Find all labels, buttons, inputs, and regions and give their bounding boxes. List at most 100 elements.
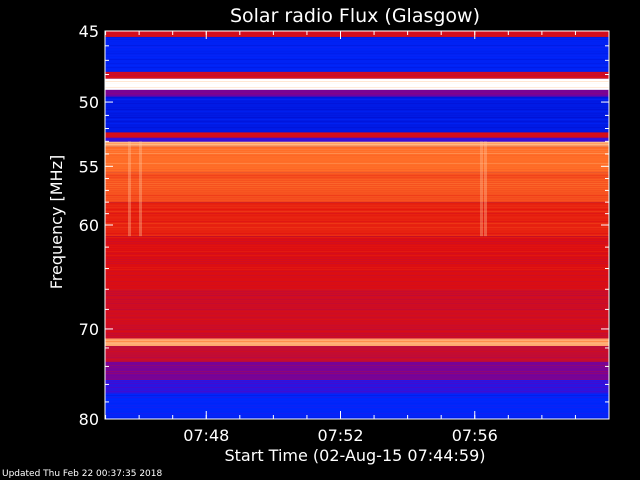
texture-line: [105, 195, 609, 196]
texture-line: [105, 213, 609, 214]
texture-line: [105, 217, 609, 218]
texture-line: [105, 99, 609, 100]
texture-line: [105, 297, 609, 298]
texture-line: [105, 299, 609, 300]
texture-line: [105, 263, 609, 264]
texture-line: [105, 275, 609, 276]
texture-line: [105, 329, 609, 330]
x-tick-label: 07:48: [183, 426, 229, 445]
texture-line: [105, 235, 609, 236]
texture-line: [105, 233, 609, 234]
texture-line: [105, 167, 609, 168]
texture-line: [105, 97, 609, 98]
texture-line: [105, 239, 609, 240]
texture-line: [105, 337, 609, 338]
texture-line: [105, 335, 609, 336]
texture-line: [105, 347, 609, 348]
texture-line: [105, 129, 609, 130]
texture-line: [105, 267, 609, 268]
texture-line: [105, 417, 609, 418]
texture-line: [105, 277, 609, 278]
texture-line: [105, 289, 609, 290]
texture-line: [105, 45, 609, 46]
texture-line: [105, 87, 609, 88]
texture-line: [105, 75, 609, 76]
texture-line: [105, 229, 609, 230]
texture-line: [105, 411, 609, 412]
frequency-band: [105, 36, 609, 72]
texture-line: [105, 103, 609, 104]
texture-line: [105, 127, 609, 128]
texture-line: [105, 243, 609, 244]
texture-line: [105, 41, 609, 42]
texture-line: [105, 89, 609, 90]
texture-line: [105, 125, 609, 126]
texture-line: [105, 319, 609, 320]
texture-line: [105, 109, 609, 110]
texture-line: [105, 161, 609, 162]
y-tick-label: 80: [79, 410, 99, 429]
texture-line: [105, 149, 609, 150]
texture-line: [105, 359, 609, 360]
texture-line: [105, 47, 609, 48]
texture-line: [105, 187, 609, 188]
texture-line: [105, 205, 609, 206]
texture-line: [105, 151, 609, 152]
texture-line: [105, 311, 609, 312]
texture-line: [105, 405, 609, 406]
texture-line: [105, 379, 609, 380]
texture-line: [105, 241, 609, 242]
texture-line: [105, 281, 609, 282]
y-axis-label: Frequency [MHz]: [47, 155, 66, 289]
texture-line: [105, 279, 609, 280]
texture-line: [105, 283, 609, 284]
texture-line: [105, 353, 609, 354]
texture-line: [105, 181, 609, 182]
texture-line: [105, 61, 609, 62]
texture-line: [105, 179, 609, 180]
heatmap-plot: [105, 31, 609, 419]
texture-line: [105, 143, 609, 144]
texture-line: [105, 269, 609, 270]
x-axis-label: Start Time (02-Aug-15 07:44:59): [225, 446, 486, 465]
texture-line: [105, 387, 609, 388]
y-tick-label: 50: [79, 93, 99, 112]
texture-line: [105, 153, 609, 154]
texture-line: [105, 351, 609, 352]
texture-line: [105, 409, 609, 410]
texture-line: [105, 397, 609, 398]
texture-line: [105, 363, 609, 364]
texture-line: [105, 173, 609, 174]
texture-line: [105, 253, 609, 254]
texture-line: [105, 251, 609, 252]
texture-line: [105, 231, 609, 232]
texture-line: [105, 331, 609, 332]
texture-line: [105, 245, 609, 246]
texture-line: [105, 341, 609, 342]
texture-line: [105, 305, 609, 306]
texture-line: [105, 349, 609, 350]
frequency-band: [105, 338, 609, 347]
texture-line: [105, 95, 609, 96]
texture-line: [105, 69, 609, 70]
x-tick-label: 07:56: [452, 426, 498, 445]
texture-line: [105, 37, 609, 38]
texture-line: [105, 57, 609, 58]
burst-streak: [128, 141, 131, 237]
texture-line: [105, 141, 609, 142]
texture-line: [105, 177, 609, 178]
texture-line: [105, 157, 609, 158]
texture-line: [105, 119, 609, 120]
texture-line: [105, 325, 609, 326]
texture-line: [105, 159, 609, 160]
texture-line: [105, 249, 609, 250]
texture-line: [105, 261, 609, 262]
texture-line: [105, 265, 609, 266]
texture-line: [105, 373, 609, 374]
texture-line: [105, 357, 609, 358]
texture-line: [105, 189, 609, 190]
texture-line: [105, 71, 609, 72]
texture-line: [105, 199, 609, 200]
texture-line: [105, 221, 609, 222]
texture-line: [105, 67, 609, 68]
